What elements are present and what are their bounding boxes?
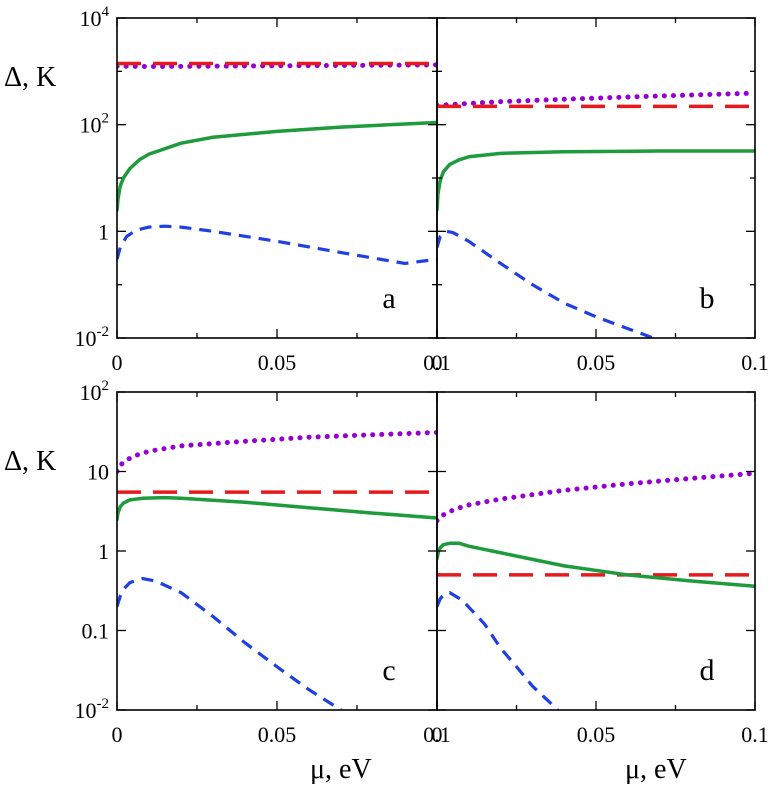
panel-b: 0 0.05 0.1 b xyxy=(432,17,769,375)
series-dotted-line-b xyxy=(437,90,755,108)
y-tick-label: 10-2 xyxy=(75,324,110,351)
panel-label-b: b xyxy=(700,282,715,315)
series-short_dashed-line-a xyxy=(117,224,437,266)
panel-c: 10-2 0.1 1 10 102 0 0.05 0.1 c xyxy=(75,378,451,747)
series-short_dashed-line-b xyxy=(437,229,654,338)
x-tick-label: 0.05 xyxy=(577,350,616,375)
x-tick-label: 0.05 xyxy=(577,722,616,747)
panel-a: 10-2 1 102 104 0 0.05 0.1 a xyxy=(75,4,451,375)
y-tick-label: 102 xyxy=(80,111,110,138)
x-axis-title-right: μ, eV xyxy=(625,754,687,785)
series-dotted-line-c xyxy=(117,429,437,474)
panel-label-d: d xyxy=(700,654,715,687)
series-solid-line-c xyxy=(117,495,437,522)
series-solid-line-d xyxy=(437,541,755,589)
x-tick-label: 0.1 xyxy=(741,350,769,375)
series-solid-line-b xyxy=(437,149,755,212)
y-tick-label: 10-2 xyxy=(75,696,110,723)
x-tick-label: 0.1 xyxy=(741,722,769,747)
x-axis-title-left: μ, eV xyxy=(310,754,372,785)
series-group-a xyxy=(117,61,437,266)
x-tick-label: 0 xyxy=(112,722,123,747)
y-tick-label: 0.1 xyxy=(82,619,110,644)
series-short_dashed-line-c xyxy=(117,576,342,710)
x-tick-label: 0 xyxy=(432,350,443,375)
series-group-c xyxy=(117,429,437,710)
y-axis-title-bottom: Δ, K xyxy=(4,446,56,477)
panel-d: 0 0.05 0.1 d xyxy=(432,391,769,747)
y-tick-label: 104 xyxy=(80,4,110,31)
x-tick-label: 0 xyxy=(112,350,123,375)
y-tick-label: 10 xyxy=(87,460,109,485)
x-tick-label: 0.05 xyxy=(258,722,297,747)
series-solid-line-a xyxy=(117,120,437,212)
y-tick-label: 1 xyxy=(98,219,109,244)
series-dotted-line-d xyxy=(437,470,755,524)
x-tick-label: 0.05 xyxy=(258,350,297,375)
y-tick-label: 1 xyxy=(98,539,109,564)
x-tick-label: 0.1 xyxy=(423,722,451,747)
series-group-b xyxy=(437,90,755,338)
panel-label-c: c xyxy=(382,654,395,687)
panel-label-a: a xyxy=(382,282,395,315)
x-tick-label: 0 xyxy=(432,722,443,747)
y-axis-title-top: Δ, K xyxy=(4,62,56,93)
y-tick-label: 102 xyxy=(80,378,110,405)
x-tick-label: 0.1 xyxy=(423,350,451,375)
series-short_dashed-line-d xyxy=(437,590,559,710)
series-group-d xyxy=(437,470,755,710)
